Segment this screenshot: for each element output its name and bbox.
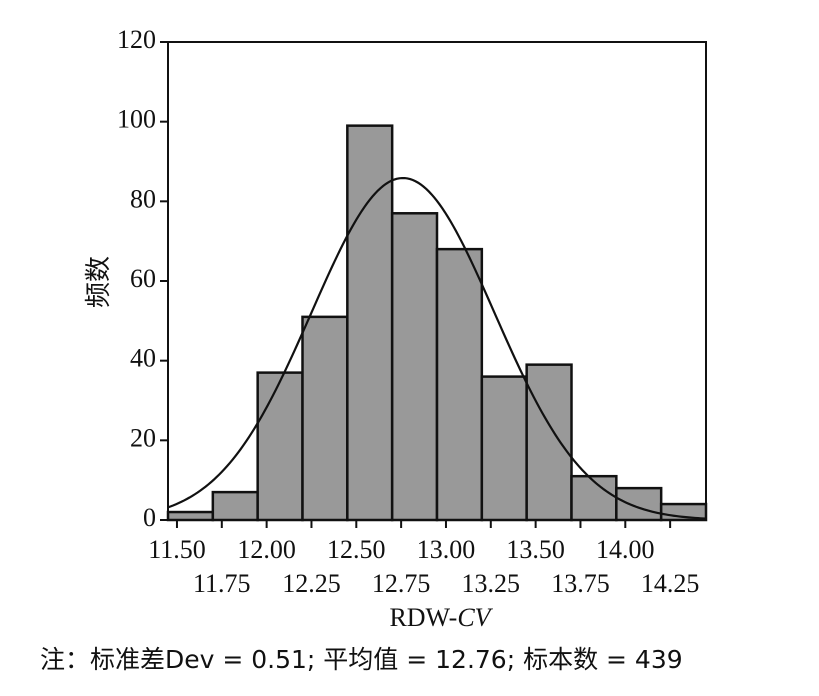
y-tick-label: 40 xyxy=(130,344,156,373)
x-tick-label: 13.50 xyxy=(506,535,565,564)
y-tick-label: 120 xyxy=(117,25,156,54)
x-tick-label: 13.75 xyxy=(551,569,610,598)
x-tick-label: 13.25 xyxy=(462,569,521,598)
x-tick-label: 14.00 xyxy=(596,535,655,564)
bars xyxy=(166,124,708,522)
x-axis-label-main: RDW- xyxy=(389,603,457,632)
x-axis: 11.50 12.00 12.50 13.00 13.50 14.00 11.75 12.25… xyxy=(148,520,699,598)
footnote: 注：标准差Dev = 0.51; 平均值 = 12.76; 标本数 = 439 xyxy=(40,645,683,674)
histogram-bar xyxy=(166,510,215,522)
y-tick-label: 0 xyxy=(143,503,156,532)
x-axis-label-italic: CV xyxy=(457,603,493,632)
histogram-bar xyxy=(525,363,573,522)
x-tick-label: 11.50 xyxy=(148,535,206,564)
x-axis-label: RDW-CV xyxy=(389,603,493,632)
histogram-bar xyxy=(615,486,663,522)
x-tick-label: 12.75 xyxy=(372,569,431,598)
y-axis-label: 频数 xyxy=(84,256,113,308)
x-tick-label: 13.00 xyxy=(417,535,476,564)
y-axis: 0 20 40 60 80 100 120 xyxy=(117,25,168,532)
histogram-chart: 0 20 40 60 80 100 120 11.50 12.00 12.50 13.00 13.5… xyxy=(84,25,708,632)
histogram-bar xyxy=(390,212,439,522)
y-tick-label: 60 xyxy=(130,264,156,293)
x-tick-label: 12.25 xyxy=(282,569,341,598)
histogram-bar xyxy=(211,490,259,522)
histogram-bar xyxy=(480,375,528,522)
x-tick-label: 12.50 xyxy=(327,535,386,564)
y-tick-label: 100 xyxy=(117,105,156,134)
x-tick-label: 11.75 xyxy=(193,569,251,598)
histogram-bar xyxy=(570,474,618,522)
normal-curve xyxy=(167,176,707,520)
histogram-bar xyxy=(435,247,484,522)
y-tick-label: 80 xyxy=(130,184,156,213)
histogram-bar xyxy=(256,371,304,522)
x-tick-label: 12.00 xyxy=(237,535,296,564)
y-tick-label: 20 xyxy=(130,423,156,452)
histogram-bar xyxy=(346,124,394,522)
x-tick-label: 14.25 xyxy=(641,569,700,598)
histogram-bar xyxy=(301,315,349,522)
